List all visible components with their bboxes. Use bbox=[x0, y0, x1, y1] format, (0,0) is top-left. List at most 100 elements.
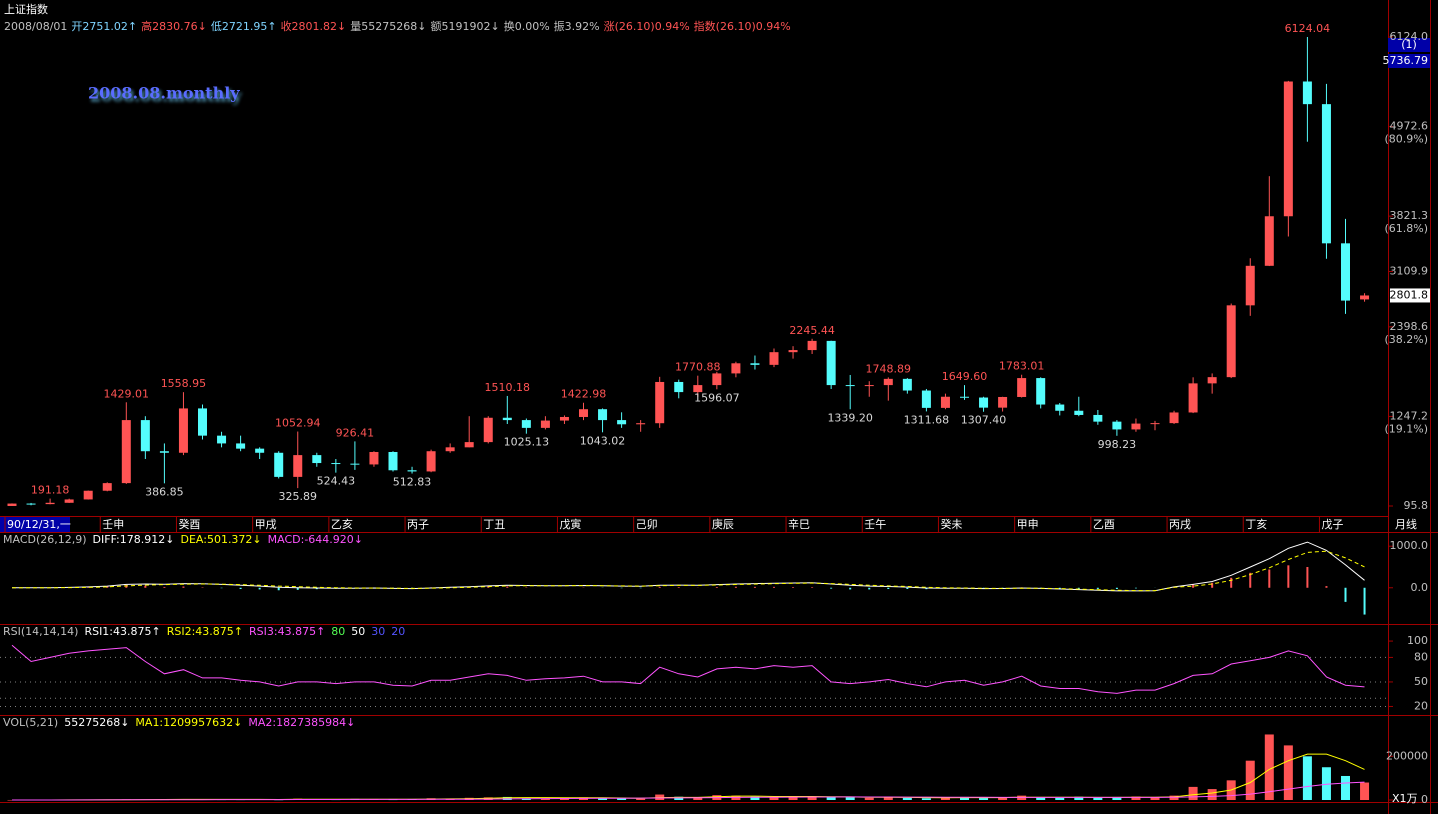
low-label: 1043.02 bbox=[580, 434, 626, 447]
candle-body bbox=[159, 451, 169, 453]
candle-body bbox=[579, 409, 588, 417]
volume-bar bbox=[940, 797, 950, 800]
y-tick-note: (38.2%) bbox=[1384, 333, 1428, 346]
candle-body bbox=[312, 455, 322, 464]
y-tick-label: 80 bbox=[1414, 650, 1428, 663]
y-tick-note: (80.9%) bbox=[1384, 133, 1428, 146]
candle-body bbox=[540, 420, 550, 428]
y-tick-label: 1247.2 bbox=[1390, 409, 1429, 422]
volume-bar bbox=[826, 796, 836, 800]
candle-body bbox=[1226, 305, 1236, 378]
x-tick-label: 丁亥 bbox=[1245, 517, 1267, 531]
info-item: 指数(26.10)0.94% bbox=[694, 19, 791, 33]
candle-body bbox=[1150, 423, 1160, 425]
candle-body bbox=[502, 417, 512, 421]
candle-body bbox=[274, 452, 284, 477]
high-label: 1510.18 bbox=[485, 381, 531, 394]
x-tick-label: 戊子 bbox=[1321, 518, 1343, 531]
cursor-label: (1) bbox=[1401, 38, 1417, 51]
y-tick-label: 100 bbox=[1407, 634, 1428, 647]
low-label: 524.43 bbox=[317, 475, 356, 488]
volume-bar bbox=[1207, 789, 1217, 800]
legend-item: MACD:-644.920↓ bbox=[268, 533, 363, 546]
series-line bbox=[12, 550, 1365, 592]
cursor-label: 5736.79 bbox=[1383, 54, 1429, 67]
candle-body bbox=[1055, 404, 1065, 411]
candle-body bbox=[140, 420, 150, 452]
volume-bar bbox=[1036, 797, 1046, 800]
legend-item: DIFF:178.912↓ bbox=[93, 533, 175, 546]
volume-bar bbox=[617, 798, 627, 800]
volume-bar bbox=[1360, 782, 1370, 800]
low-label: 1311.68 bbox=[904, 413, 950, 426]
candle-body bbox=[217, 435, 227, 444]
candle-body bbox=[769, 352, 779, 365]
y-tick-label: 4972.6 bbox=[1390, 120, 1429, 133]
high-label: 1422.98 bbox=[561, 388, 607, 401]
x-tick-label: 戊寅 bbox=[559, 517, 581, 531]
candle-body bbox=[1341, 243, 1350, 301]
candle-body bbox=[1302, 81, 1312, 105]
high-label: 6124.04 bbox=[1285, 22, 1331, 35]
candle-body bbox=[121, 420, 131, 484]
volume-bar bbox=[559, 798, 569, 800]
candle-body bbox=[45, 502, 55, 505]
low-label: 1025.13 bbox=[504, 436, 550, 449]
candle-body bbox=[26, 503, 36, 505]
candle-body bbox=[1074, 410, 1084, 415]
candle-body bbox=[464, 442, 474, 448]
volume-bar bbox=[864, 797, 874, 800]
candle-body bbox=[1131, 423, 1141, 430]
candle-body bbox=[960, 396, 969, 398]
volume-bar bbox=[807, 796, 817, 800]
volume-bar bbox=[636, 798, 646, 800]
candle-body bbox=[521, 420, 531, 428]
candle-body bbox=[1036, 378, 1046, 405]
y-tick-label: 0.0 bbox=[1411, 581, 1429, 594]
x-tick-label: 壬午 bbox=[864, 518, 886, 531]
volume-bar bbox=[1188, 786, 1198, 800]
info-item: 开2751.02↑ bbox=[71, 20, 137, 33]
candle-body bbox=[426, 451, 436, 472]
y-tick-label: 20 bbox=[1414, 699, 1428, 712]
volume-bar bbox=[998, 797, 1008, 800]
volume-bar bbox=[769, 796, 779, 800]
candle-body bbox=[845, 385, 855, 387]
series-line bbox=[12, 781, 1365, 801]
high-label: 1429.01 bbox=[104, 387, 150, 400]
volume-bar bbox=[693, 797, 703, 800]
y-tick-label: 95.8 bbox=[1404, 499, 1429, 512]
x-tick-label: 癸酉 bbox=[178, 517, 200, 531]
low-label: 998.23 bbox=[1098, 438, 1137, 451]
y-tick-label: 50 bbox=[1414, 675, 1428, 688]
legend-item: 50 bbox=[351, 625, 365, 638]
candle-body bbox=[979, 397, 989, 408]
candle-body bbox=[826, 340, 836, 386]
candle-body bbox=[712, 373, 722, 386]
candle-body bbox=[1207, 377, 1217, 384]
candle-body bbox=[1188, 383, 1198, 413]
legend-item: VOL(5,21) bbox=[3, 716, 58, 729]
high-label: 1783.01 bbox=[999, 360, 1045, 373]
x-tick-label: 90/12/31,一 bbox=[7, 518, 71, 531]
cursor-date-box bbox=[0, 517, 70, 532]
candle-body bbox=[617, 420, 627, 425]
y-tick-label: 3821.3 bbox=[1390, 209, 1429, 222]
low-label: 1596.07 bbox=[694, 391, 740, 404]
legend-item: 20 bbox=[391, 625, 405, 638]
legend-item: RSI(14,14,14) bbox=[3, 625, 78, 638]
info-item: 换0.00% bbox=[504, 19, 550, 33]
volume-bar bbox=[845, 797, 855, 800]
volume-bar bbox=[902, 797, 912, 800]
info-item: 涨(26.10)0.94% bbox=[604, 20, 690, 33]
x-tick-label: 辛巳 bbox=[788, 517, 810, 531]
candle-body bbox=[1017, 378, 1027, 397]
legend-item: RSI3:43.875↑ bbox=[249, 625, 325, 638]
candle-body bbox=[483, 417, 493, 443]
candle-body bbox=[178, 408, 188, 453]
candle-body bbox=[255, 448, 265, 453]
x-tick-label: 乙亥 bbox=[331, 517, 353, 531]
